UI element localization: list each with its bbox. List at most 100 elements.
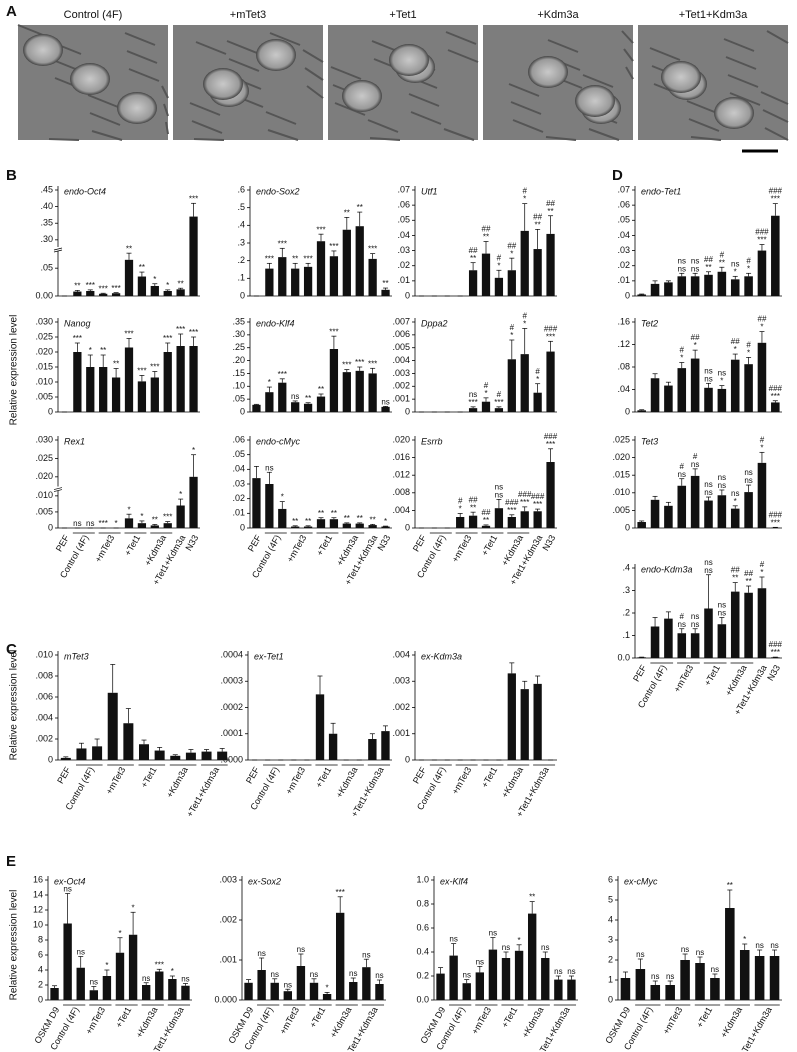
significance-label: ** [370,515,376,524]
y-tick-label: .2 [622,607,630,617]
bar [278,257,287,296]
significance-label: * [523,195,526,204]
significance-label: *** [342,361,351,370]
x-tick-label: +mTet3 [672,663,696,694]
y-tick-label: 0.00 [35,290,53,300]
y-tick-label: 0.8 [416,898,429,908]
x-tick-label: +Kdm3a [134,1005,160,1039]
significance-label: ## [691,333,700,342]
fiber [191,120,223,134]
bar [342,229,351,296]
x-tick-label: +Kdm3a [500,765,526,799]
fiber [510,101,542,115]
significance-label: ns [718,601,726,610]
x-tick-label: +Tet1 [702,663,722,687]
axis-break-mark [53,487,63,490]
significance-label: ### [769,510,783,519]
significance-label: * [484,389,487,398]
y-tick-label: .07 [617,184,630,194]
bar [381,731,390,760]
significance-label: ns [349,969,357,978]
fiber [443,128,475,141]
y-tick-label: .10 [232,381,245,391]
significance-label: *** [329,327,338,336]
bar [635,969,646,1000]
significance-label: ### [755,228,769,237]
significance-label: * [523,320,526,329]
chart-title: Rex1 [64,436,85,446]
y-tick-label: 4 [608,914,613,924]
x-tick-label: +mTet3 [450,765,474,796]
fiber [727,74,759,88]
fiber [126,50,158,64]
significance-label: *** [86,281,95,290]
bar [541,958,550,1000]
y-tick-label: .004 [35,712,53,722]
bar [771,657,780,658]
significance-label: ns [678,470,686,479]
bar [328,733,338,760]
fiber [306,85,324,99]
significance-label: * [747,264,750,273]
bar [316,396,326,412]
bar [368,373,377,412]
bar [475,972,485,1000]
significance-label: ## [469,246,478,255]
bar [137,276,147,296]
fiber [649,47,681,61]
significance-label: *** [163,513,172,522]
fiber [545,136,577,141]
colony [389,44,429,76]
y-tick-label: .005 [612,505,630,515]
bar [690,358,700,412]
y-tick-label: .0002 [220,702,243,712]
fiber [163,103,169,117]
bar [176,289,185,296]
fiber [265,111,297,125]
bar [771,402,780,412]
axis-break-mark [53,247,63,251]
fiber [625,66,634,80]
chart-title: Dppa2 [421,318,448,328]
significance-label: ns [755,941,763,950]
significance-label: ns [704,488,712,497]
fiber [124,32,156,46]
bar [637,410,646,412]
y-tick-label: .01 [617,275,630,285]
bar [137,523,147,528]
colony [256,39,296,71]
significance-label: *** [303,254,312,263]
colony [575,85,615,117]
significance-label: *** [124,330,133,339]
significance-label: ** [727,881,733,890]
significance-label: ## [731,337,740,346]
significance-label: * [326,984,329,993]
bar [252,404,261,412]
y-tick-label: 0 [48,522,53,532]
bar [115,952,125,1000]
significance-label: ns [704,366,712,375]
x-tick-label: +Tet1 [500,1005,520,1029]
y-tick-label: .03 [232,478,245,488]
x-tick-label: +mTet3 [278,1005,302,1036]
significance-label: ## [731,566,740,575]
significance-label: ns [77,948,85,957]
y-tick-label: .025 [35,331,53,341]
bar [527,913,537,1000]
fiber [410,111,442,125]
significance-label: *** [336,888,345,897]
significance-label: *** [546,332,555,341]
bar [436,973,445,1000]
y-tick-label: .010 [35,490,53,500]
significance-label: * [760,323,763,332]
bar [123,723,134,760]
significance-label: ** [705,263,711,272]
x-tick-label: +mTet3 [284,765,308,796]
significance-label: ### [769,640,783,649]
significance-label: * [510,331,513,340]
bar [189,216,198,296]
significance-label: ns [691,620,699,629]
significance-label: # [680,462,685,471]
bar [86,290,95,296]
significance-label: *** [329,242,338,251]
